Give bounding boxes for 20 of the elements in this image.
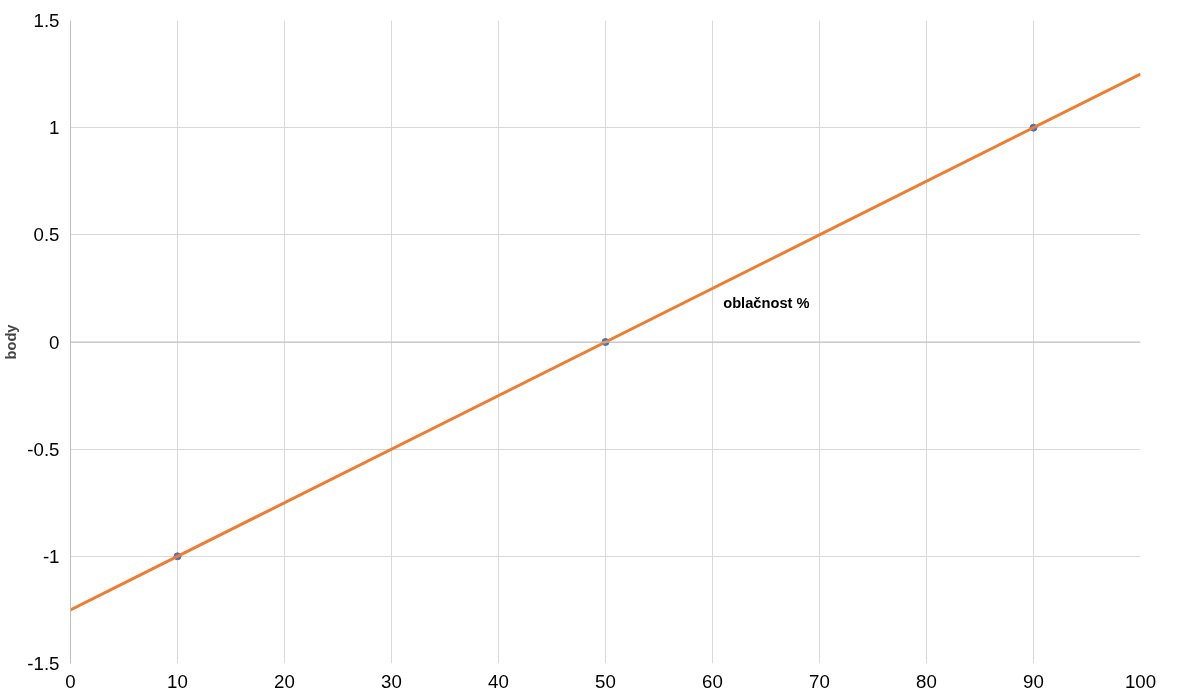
- y-tick-label: 1: [49, 117, 60, 139]
- y-tick-label: -0.5: [27, 438, 60, 460]
- y-tick-label: -1: [42, 545, 60, 567]
- y-tick-label: 0: [49, 331, 60, 353]
- y-tick-label: 1.5: [33, 10, 60, 31]
- x-tick-label: 40: [488, 670, 509, 692]
- x-tick-label: 30: [381, 670, 402, 692]
- y-axis-title: body: [3, 323, 20, 360]
- y-tick-label: 0.5: [33, 224, 60, 246]
- x-tick-label: 90: [1023, 670, 1044, 692]
- x-tick-label: 50: [595, 670, 616, 692]
- x-tick-label: 60: [702, 670, 723, 692]
- y-tick-label: -1.5: [27, 653, 60, 674]
- x-tick-label: 80: [916, 670, 937, 692]
- x-tick-label: 0: [65, 670, 76, 692]
- x-tick-label: 10: [167, 670, 188, 692]
- x-tick-label: 100: [1124, 670, 1157, 692]
- x-tick-label: 70: [809, 670, 830, 692]
- x-tick-label: 20: [274, 670, 295, 692]
- x-axis-title: oblačnost %: [723, 295, 810, 312]
